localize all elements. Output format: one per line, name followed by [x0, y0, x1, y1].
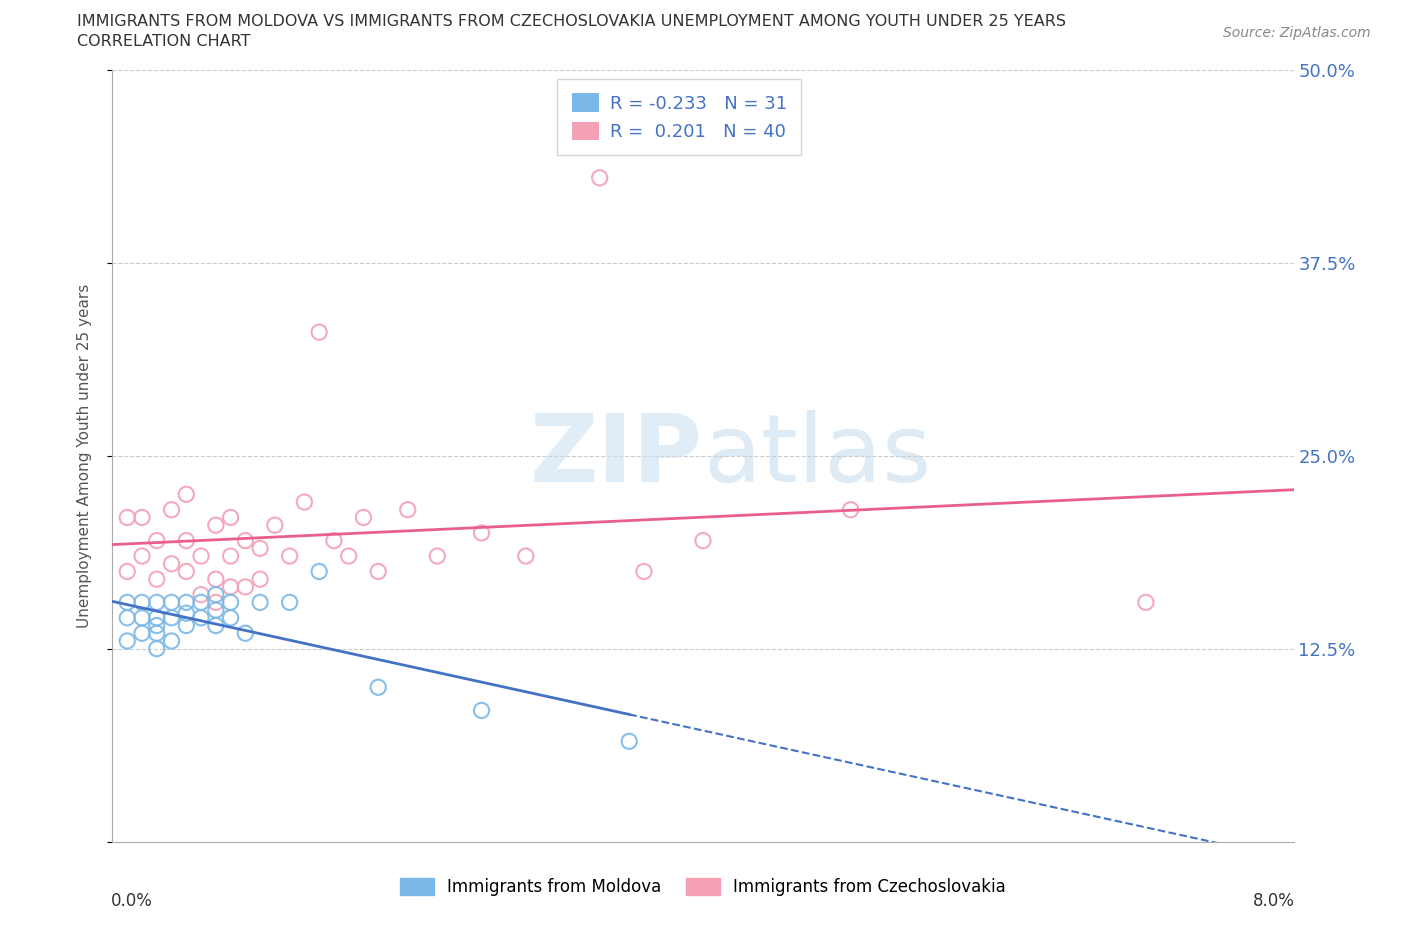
Point [190, 549, 212, 564]
Point [233, 533, 256, 548]
Point [160, 610, 183, 625]
Point [174, 595, 197, 610]
Point [146, 626, 169, 641]
Point [249, 572, 271, 587]
Point [174, 605, 197, 620]
Point [131, 610, 153, 625]
Point [131, 595, 153, 610]
Point [1135, 595, 1157, 610]
Point [117, 595, 138, 610]
Point [117, 564, 138, 578]
Point [146, 642, 169, 657]
Point [131, 510, 153, 525]
Point [174, 487, 197, 502]
Point [367, 564, 389, 578]
Point [249, 541, 271, 556]
Point [219, 610, 242, 625]
Point [839, 502, 862, 517]
Point [396, 502, 419, 517]
Point [633, 564, 655, 578]
Point [205, 572, 228, 587]
Point [471, 703, 494, 718]
Point [619, 734, 641, 749]
Point [117, 610, 138, 625]
Text: 0.0%: 0.0% [111, 892, 153, 910]
Point [205, 587, 228, 602]
Point [278, 549, 301, 564]
Point [219, 595, 242, 610]
Point [367, 680, 389, 695]
Text: Source: ZipAtlas.com: Source: ZipAtlas.com [1223, 26, 1371, 40]
Point [174, 533, 197, 548]
Point [219, 510, 242, 525]
Point [190, 610, 212, 625]
Point [131, 549, 153, 564]
Text: 8.0%: 8.0% [1253, 892, 1295, 910]
Point [588, 170, 610, 185]
Point [146, 610, 169, 625]
Point [190, 595, 212, 610]
Point [160, 556, 183, 571]
Point [205, 603, 228, 618]
Point [146, 572, 169, 587]
Point [146, 595, 169, 610]
Point [190, 587, 212, 602]
Legend: Immigrants from Moldova, Immigrants from Czechoslovakia: Immigrants from Moldova, Immigrants from… [394, 871, 1012, 903]
Point [233, 579, 256, 594]
Point [233, 626, 256, 641]
Point [337, 549, 360, 564]
Point [146, 533, 169, 548]
Point [174, 564, 197, 578]
Point [323, 533, 346, 548]
Point [471, 525, 494, 540]
Point [292, 495, 315, 510]
Point [117, 633, 138, 648]
Text: atlas: atlas [703, 410, 931, 501]
Y-axis label: Unemployment Among Youth under 25 years: Unemployment Among Youth under 25 years [77, 284, 91, 628]
Point [117, 510, 138, 525]
Point [205, 618, 228, 633]
Point [308, 325, 330, 339]
Point [131, 626, 153, 641]
Text: ZIP: ZIP [530, 410, 703, 501]
Point [205, 595, 228, 610]
Point [174, 618, 197, 633]
Point [515, 549, 537, 564]
Point [308, 564, 330, 578]
Point [146, 618, 169, 633]
Point [160, 502, 183, 517]
Point [160, 633, 183, 648]
Point [278, 595, 301, 610]
Point [205, 518, 228, 533]
Point [264, 518, 287, 533]
Point [692, 533, 714, 548]
Text: IMMIGRANTS FROM MOLDOVA VS IMMIGRANTS FROM CZECHOSLOVAKIA UNEMPLOYMENT AMONG YOU: IMMIGRANTS FROM MOLDOVA VS IMMIGRANTS FR… [77, 14, 1066, 29]
Point [219, 549, 242, 564]
Point [160, 595, 183, 610]
Point [249, 595, 271, 610]
Point [426, 549, 449, 564]
Point [219, 579, 242, 594]
Point [352, 510, 374, 525]
Text: CORRELATION CHART: CORRELATION CHART [77, 34, 250, 49]
